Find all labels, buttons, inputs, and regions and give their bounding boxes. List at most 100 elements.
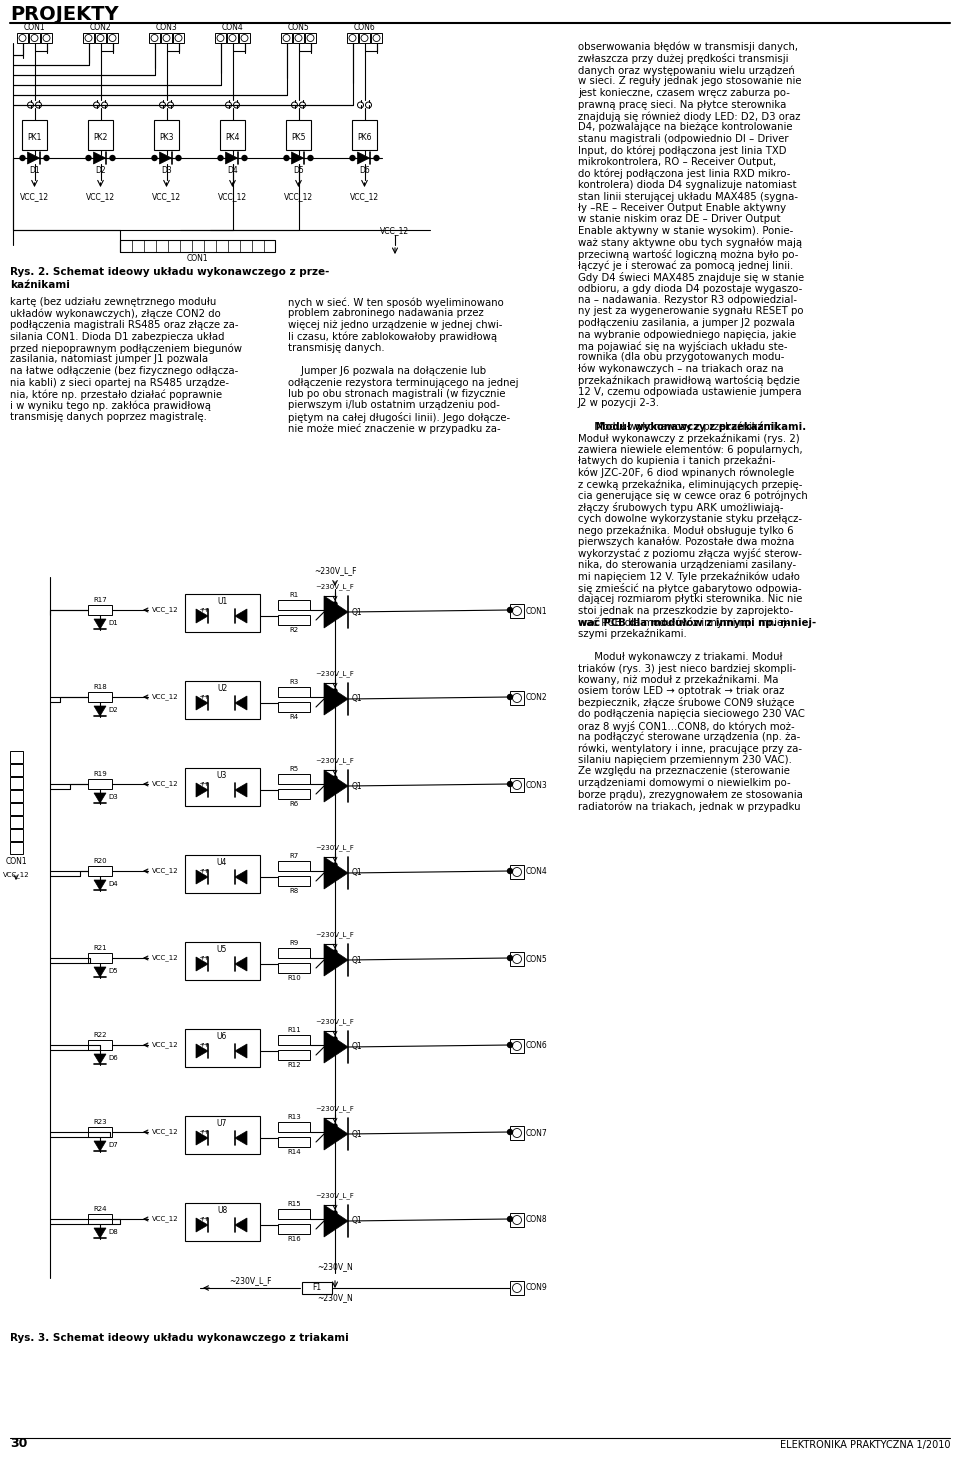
Text: D6: D6 xyxy=(108,1055,118,1061)
Bar xyxy=(10,829,23,841)
Text: CON1: CON1 xyxy=(186,253,207,264)
Text: więcej niż jedno urządzenie w jednej chwi-: więcej niż jedno urządzenie w jednej chw… xyxy=(288,319,502,330)
Circle shape xyxy=(97,35,104,41)
Text: Q1: Q1 xyxy=(352,1130,363,1138)
Text: Jumper J6 pozwala na dołączenie lub: Jumper J6 pozwala na dołączenie lub xyxy=(288,366,486,377)
Text: D7: D7 xyxy=(108,1143,118,1149)
Bar xyxy=(278,1223,310,1234)
Circle shape xyxy=(308,155,313,161)
Circle shape xyxy=(333,1037,337,1042)
Text: CON2: CON2 xyxy=(526,693,547,703)
Text: D4, pozwalające na bieżące kontrolowanie: D4, pozwalające na bieżące kontrolowanie xyxy=(578,123,793,132)
Text: w stanie niskim oraz DE – Driver Output: w stanie niskim oraz DE – Driver Output xyxy=(578,214,780,224)
Text: VCC_12: VCC_12 xyxy=(218,192,247,201)
Text: kowany, niż moduł z przekaźnikami. Ma: kowany, niż moduł z przekaźnikami. Ma xyxy=(578,674,779,686)
Circle shape xyxy=(333,863,337,867)
Circle shape xyxy=(31,35,38,41)
Bar xyxy=(227,34,238,42)
Circle shape xyxy=(218,155,223,161)
Text: VCC_12: VCC_12 xyxy=(152,955,179,961)
Circle shape xyxy=(349,35,356,41)
Bar xyxy=(510,1213,524,1228)
Circle shape xyxy=(373,35,380,41)
Circle shape xyxy=(508,1130,513,1134)
Bar xyxy=(215,34,226,42)
Circle shape xyxy=(508,781,513,787)
Text: VCC_12: VCC_12 xyxy=(152,781,179,787)
Circle shape xyxy=(110,155,115,161)
Text: R12: R12 xyxy=(287,1062,300,1068)
Text: D3: D3 xyxy=(108,794,118,800)
Text: Q1: Q1 xyxy=(352,1043,363,1052)
Bar xyxy=(510,778,524,793)
Circle shape xyxy=(333,1124,337,1128)
Text: D5: D5 xyxy=(293,166,304,174)
Text: danych oraz występowaniu wielu urządzeń: danych oraz występowaniu wielu urządzeń xyxy=(578,64,795,76)
Text: łów wykonawczych – na triakach oraz na: łów wykonawczych – na triakach oraz na xyxy=(578,363,783,375)
Text: D1: D1 xyxy=(108,620,118,626)
Circle shape xyxy=(508,955,513,961)
Circle shape xyxy=(152,155,157,161)
Bar xyxy=(10,842,23,854)
Text: Q1: Q1 xyxy=(352,781,363,791)
Text: U6: U6 xyxy=(217,1031,228,1042)
Bar xyxy=(29,34,40,42)
Polygon shape xyxy=(196,609,208,623)
Polygon shape xyxy=(235,1131,247,1146)
Text: Enable aktywny w stanie wysokim). Ponie-: Enable aktywny w stanie wysokim). Ponie- xyxy=(578,226,793,236)
Bar xyxy=(154,120,179,149)
Text: Rys. 3. Schemat ideowy układu wykonawczego z triakami: Rys. 3. Schemat ideowy układu wykonawcze… xyxy=(10,1333,348,1343)
Text: R21: R21 xyxy=(93,945,107,951)
Text: złączy śrubowych typu ARK umożliwiają-: złączy śrubowych typu ARK umożliwiają- xyxy=(578,502,783,513)
Bar xyxy=(88,1040,112,1050)
Bar xyxy=(41,34,52,42)
Text: U4: U4 xyxy=(217,858,228,867)
Circle shape xyxy=(19,35,26,41)
Text: R20: R20 xyxy=(93,858,107,864)
Text: U7: U7 xyxy=(217,1119,228,1128)
Text: na podłączyć sterowane urządzenia (np. ża-: na podłączyć sterowane urządzenia (np. ż… xyxy=(578,732,801,743)
Circle shape xyxy=(508,869,513,873)
Bar xyxy=(281,34,292,42)
Text: osiem torów LED → optotrak → triak oraz: osiem torów LED → optotrak → triak oraz xyxy=(578,686,784,696)
Circle shape xyxy=(151,35,158,41)
Text: R16: R16 xyxy=(287,1236,300,1242)
Polygon shape xyxy=(324,1206,348,1236)
Text: ~230V_L_F: ~230V_L_F xyxy=(314,565,356,574)
Text: urządzeniami domowymi o niewielkim po-: urządzeniami domowymi o niewielkim po- xyxy=(578,778,791,788)
Bar xyxy=(88,1127,112,1137)
Text: R7: R7 xyxy=(289,853,299,858)
Polygon shape xyxy=(235,957,247,971)
Polygon shape xyxy=(196,1217,208,1232)
Text: R22: R22 xyxy=(93,1031,107,1039)
Bar xyxy=(278,948,310,958)
Text: Moduł wykonawczy z przekaźnikami.: Moduł wykonawczy z przekaźnikami. xyxy=(578,422,780,432)
Text: CON3: CON3 xyxy=(526,781,548,790)
Bar xyxy=(305,34,316,42)
Text: kartę (bez udziału zewnętrznego modułu: kartę (bez udziału zewnętrznego modułu xyxy=(10,297,216,308)
Text: stan linii sterującej układu MAX485 (sygna-: stan linii sterującej układu MAX485 (syg… xyxy=(578,192,798,202)
Bar xyxy=(239,34,250,42)
Text: jest konieczne, czasem wręcz zaburza po-: jest konieczne, czasem wręcz zaburza po- xyxy=(578,88,790,98)
Text: ~230V_L_F: ~230V_L_F xyxy=(228,1276,272,1285)
Text: Input, do której podłączona jest linia TXD: Input, do której podłączona jest linia T… xyxy=(578,145,786,155)
Text: ków JZC-20F, 6 diod wpinanych równolegle: ków JZC-20F, 6 diod wpinanych równolegle xyxy=(578,467,794,478)
Text: Q1: Q1 xyxy=(352,608,363,617)
Bar xyxy=(278,876,310,886)
Polygon shape xyxy=(196,696,208,711)
Text: VCC_12: VCC_12 xyxy=(380,226,410,234)
Polygon shape xyxy=(93,152,106,164)
Text: PK5: PK5 xyxy=(291,132,305,142)
Bar xyxy=(10,776,23,790)
Circle shape xyxy=(217,35,224,41)
Bar xyxy=(220,120,245,149)
Circle shape xyxy=(229,35,236,41)
Polygon shape xyxy=(324,683,348,715)
Text: U5: U5 xyxy=(217,945,228,954)
Bar xyxy=(347,34,358,42)
Polygon shape xyxy=(196,870,208,883)
Text: wykorzystać z poziomu złącza wyjść sterow-: wykorzystać z poziomu złącza wyjść stero… xyxy=(578,548,802,560)
Circle shape xyxy=(241,35,248,41)
Text: stoi jednak na przeszkodzie by zaprojekto-: stoi jednak na przeszkodzie by zaprojekt… xyxy=(578,605,793,615)
Polygon shape xyxy=(324,1118,348,1150)
